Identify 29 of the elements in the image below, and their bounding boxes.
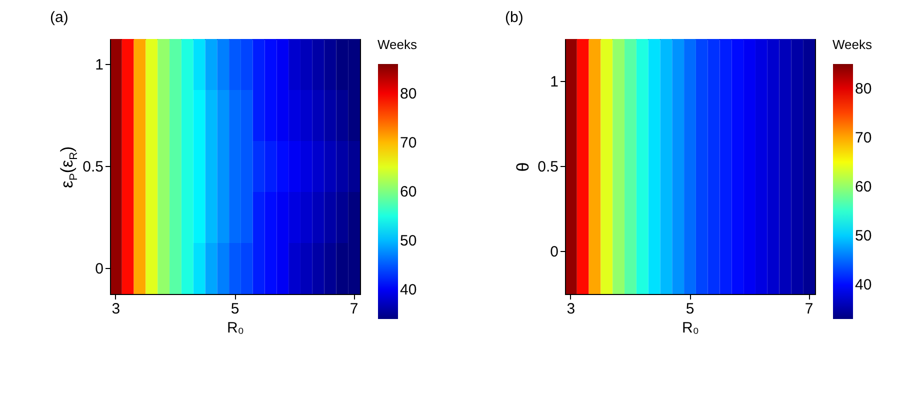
color-bar-label: 50 (400, 232, 417, 250)
color-bar-title: Weeks (832, 37, 872, 52)
color-bar-label: 80 (855, 80, 872, 98)
chart-title: (a) (50, 9, 68, 26)
x-axis-title: R₀ (682, 320, 700, 336)
x-tick-label: 3 (566, 300, 576, 318)
color-bar-label: 50 (855, 228, 872, 245)
y-tick-label: 0 (550, 244, 558, 260)
y-tick-label: 0.5 (538, 158, 558, 176)
x-tick-label: 7 (350, 300, 358, 318)
chart-title: (b) (505, 9, 524, 26)
x-axis-title: R₀ (226, 320, 244, 336)
color-bar-label: 70 (400, 134, 417, 152)
color-bar-label: 40 (400, 282, 417, 299)
y-axis-title: θ (514, 162, 534, 172)
y-tick-label: 1 (95, 56, 104, 74)
y-tick-label: 1 (550, 74, 558, 90)
color-bar-label: 70 (855, 130, 872, 147)
color-bar-label: 40 (855, 276, 872, 294)
y-tick-label: 0.5 (82, 158, 104, 176)
x-tick-label: 5 (230, 300, 240, 318)
y-tick-label: 0 (95, 260, 104, 278)
x-tick-label: 5 (686, 300, 694, 318)
color-bar-label: 80 (400, 85, 417, 102)
x-tick-label: 7 (804, 300, 814, 318)
x-tick-label: 3 (112, 300, 120, 318)
color-bar-title: Weeks (378, 37, 418, 52)
color-bar-label: 60 (855, 178, 872, 196)
color-bar-label: 60 (400, 184, 417, 200)
